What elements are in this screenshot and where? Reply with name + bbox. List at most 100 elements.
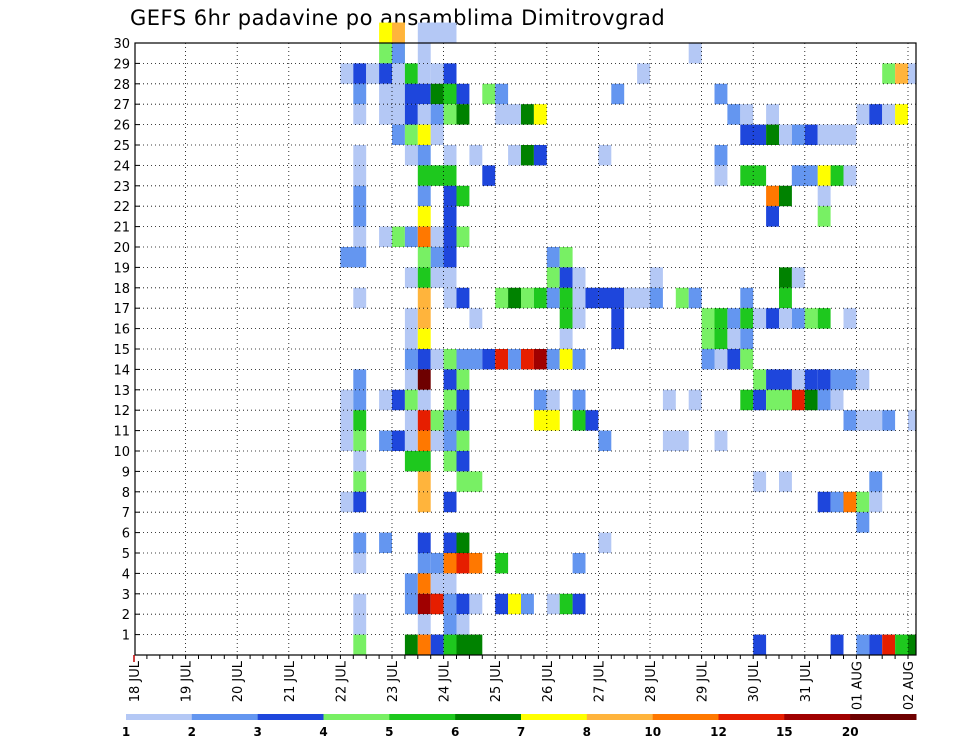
heatmap-cell <box>559 308 573 329</box>
y-tick-label: 8 <box>122 486 130 501</box>
heatmap-cell <box>740 287 754 309</box>
heatmap-cell <box>392 63 405 84</box>
heatmap-cell <box>817 206 831 227</box>
heatmap-cell <box>417 165 457 186</box>
heatmap-cell <box>353 145 367 166</box>
heatmap-cell <box>417 389 431 411</box>
heatmap-cell <box>456 226 470 247</box>
legend: 1 2 3 4 5 6 7 8 10 12 15 20 <box>122 714 917 739</box>
heatmap-cell <box>353 593 367 615</box>
legend-color-swatch <box>586 714 654 720</box>
heatmap-cell <box>753 471 767 492</box>
heatmap-cell <box>417 349 431 370</box>
heatmap-cell <box>443 553 457 574</box>
heatmap-cell <box>546 389 560 411</box>
y-tick-label: 9 <box>122 465 130 480</box>
heatmap-cell <box>495 83 509 105</box>
heatmap-cell <box>521 104 534 125</box>
heatmap-cell <box>430 410 444 431</box>
legend-threshold-label: 8 <box>583 725 591 739</box>
y-tick-label: 19 <box>113 261 130 276</box>
heatmap-cell <box>430 104 444 125</box>
heatmap-cell <box>804 165 818 186</box>
heatmap-cell <box>404 430 418 451</box>
heatmap-cell <box>353 165 367 186</box>
heatmap-cell <box>392 430 405 451</box>
y-tick-label: 10 <box>113 445 130 460</box>
heatmap-cell <box>456 287 470 309</box>
heatmap-cell <box>456 553 470 574</box>
heatmap-cell <box>533 389 547 411</box>
y-tick-label: 16 <box>113 323 130 338</box>
heatmap-cell <box>430 226 444 247</box>
heatmap-cell <box>443 185 457 207</box>
heatmap-cell <box>443 369 457 390</box>
heatmap-cell <box>882 410 896 431</box>
heatmap-cell <box>392 22 405 43</box>
y-tick-label: 5 <box>122 547 130 562</box>
y-tick-label: 30 <box>113 37 130 52</box>
heatmap-cell <box>817 308 831 329</box>
heatmap-cell <box>508 349 521 370</box>
heatmap-cell <box>417 247 431 268</box>
heatmap-cell <box>417 410 431 431</box>
heatmap-cell <box>882 104 896 125</box>
heatmap-cell <box>559 267 573 288</box>
heatmap-cell <box>443 389 457 411</box>
heatmap-cell <box>585 410 599 431</box>
heatmap-cell <box>546 349 560 370</box>
heatmap-cell <box>417 206 431 227</box>
heatmap-cell <box>417 287 431 309</box>
heatmap-cell <box>701 328 715 349</box>
heatmap-cell <box>430 430 444 451</box>
heatmap-cell <box>456 430 470 451</box>
heatmap-cell <box>456 349 483 370</box>
heatmap-cell <box>417 145 431 166</box>
heatmap-cell <box>469 145 483 166</box>
heatmap-cell <box>392 226 405 247</box>
legend-color-swatch <box>191 714 259 720</box>
legend-threshold-label: 10 <box>644 725 661 739</box>
heatmap-cell <box>508 145 521 166</box>
x-tick-label: 18 JUL <box>128 660 143 702</box>
heatmap-cell <box>353 389 367 411</box>
y-tick-label: 2 <box>122 608 130 623</box>
heatmap-cell <box>404 349 418 370</box>
heatmap-cell <box>430 83 444 105</box>
heatmap-cell <box>714 349 728 370</box>
heatmap-cell <box>340 491 354 513</box>
heatmap-cell <box>443 451 457 472</box>
y-tick-label: 6 <box>122 527 130 542</box>
heatmap-cell <box>572 593 586 615</box>
heatmap-cell <box>559 593 573 615</box>
heatmap-cell <box>417 328 431 349</box>
heatmap-cell <box>598 287 625 309</box>
heatmap-cell <box>624 287 650 309</box>
heatmap-cell <box>443 83 457 105</box>
heatmap-cell <box>843 491 857 513</box>
heatmap-cell <box>443 614 457 635</box>
heatmap-cell <box>572 389 586 411</box>
heatmap-cell <box>753 308 767 329</box>
heatmap-cell <box>817 389 831 411</box>
heatmap-cell <box>443 491 457 513</box>
heatmap-cell <box>856 410 883 431</box>
legend-color-swatch <box>126 714 193 720</box>
heatmap-cell <box>740 104 754 125</box>
x-tick-label: 24 JUL <box>438 660 453 702</box>
heatmap-cell <box>650 287 663 309</box>
heatmap-cell <box>791 124 805 145</box>
heatmap-cell <box>353 287 367 309</box>
heatmap-cell <box>404 573 418 594</box>
heatmap-cell <box>791 389 805 411</box>
heatmap-cell <box>611 328 625 349</box>
heatmap-cell <box>404 634 418 655</box>
heatmap-cell <box>675 287 689 309</box>
heatmap-cell <box>895 634 908 655</box>
heatmap-cell <box>404 451 431 472</box>
heatmap-cell <box>508 287 521 309</box>
heatmap-cell <box>546 267 560 288</box>
heatmap-cell <box>340 410 354 431</box>
heatmap-cell <box>779 308 792 329</box>
x-tick-label: 28 JUL <box>644 660 659 702</box>
